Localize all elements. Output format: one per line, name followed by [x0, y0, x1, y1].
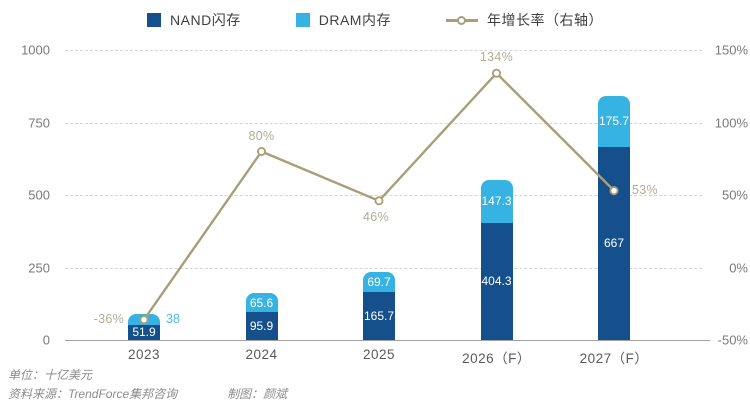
y-axis-left-tick: 1000 [21, 42, 50, 58]
growth-rate-label: 134% [479, 50, 514, 65]
unit-note: 单位：十亿美元 [8, 368, 93, 382]
chart-footer: 单位：十亿美元 资料来源：TrendForce集邦咨询 制图：颜斌 [8, 366, 287, 404]
legend-item-growth: 年增长率（右轴） [445, 10, 603, 30]
line-point-marker [491, 68, 501, 78]
y-axis-right-tick: 0% [729, 260, 748, 275]
x-axis-label: 2025 [362, 347, 396, 362]
dram-value-label: 69.7 [367, 274, 391, 289]
y-axis-left-tick: 750 [28, 115, 50, 130]
growth-rate-label: -36% [93, 312, 124, 327]
x-axis-label: 2026（F） [462, 351, 531, 366]
nand-swatch-icon [147, 13, 162, 27]
x-axis-line [65, 340, 710, 341]
growth-rate-label: 46% [363, 209, 389, 224]
legend-label-nand: NAND闪存 [170, 12, 241, 28]
bar-2025-dram: 69.7 [363, 271, 395, 292]
bar-2027（F）-dram: 175.7 [598, 95, 630, 147]
dram-value-label: 147.3 [481, 194, 512, 209]
nand-value-label: 51.9 [132, 325, 156, 340]
y-axis-right-tick: 150% [714, 42, 748, 58]
y-axis-right-tick: -50% [717, 332, 748, 348]
nand-value-label: 404.3 [481, 274, 512, 289]
dram-value-label: 175.7 [598, 114, 630, 129]
legend-item-nand: NAND闪存 [147, 10, 241, 30]
bar-2023-nand: 51.9 [128, 324, 160, 340]
x-axis-label: 2023 [127, 347, 161, 362]
bar-2027（F）-nand: 667 [598, 146, 630, 340]
nand-value-label: 165.7 [363, 308, 395, 323]
nand-value-label: 95.9 [249, 319, 274, 334]
y-axis-left-tick: 250 [28, 260, 50, 275]
legend-item-dram: DRAM内存 [295, 10, 391, 30]
nand-value-label: 667 [603, 236, 625, 251]
y-axis-left-tick: 500 [28, 187, 50, 203]
line-point-marker [256, 146, 266, 156]
gridline [65, 50, 702, 51]
dram-value-label: 65.6 [249, 295, 274, 310]
line-point-marker [374, 196, 384, 206]
legend-label-growth: 年增长率（右轴） [486, 12, 603, 28]
dram-value-label: 38 [166, 312, 180, 327]
legend-label-dram: DRAM内存 [318, 12, 391, 28]
y-axis-left-tick: 0 [42, 332, 50, 348]
bar-2025-nand: 165.7 [363, 291, 395, 340]
bar-2026（F）-nand: 404.3 [480, 222, 513, 340]
bar-2024-dram: 65.6 [245, 293, 278, 313]
y-axis-right-tick: 100% [714, 115, 748, 130]
dram-swatch-icon [295, 13, 310, 27]
legend: NAND闪存 DRAM内存 年增长率（右轴） [0, 10, 750, 30]
x-axis-label: 2024 [245, 347, 278, 362]
credit-note: 制图：颜斌 [227, 387, 288, 401]
growth-rate-label: 53% [632, 183, 658, 198]
x-axis-label: 2027（F） [579, 351, 649, 366]
y-axis-right-tick: 50% [721, 187, 748, 203]
growth-rate-label: 80% [248, 128, 275, 143]
source-note: 资料来源：TrendForce集邦咨询 [8, 387, 178, 401]
bar-2023-dram [128, 313, 160, 325]
bar-2026（F）-dram: 147.3 [480, 180, 513, 223]
line-marker-icon [445, 13, 478, 27]
bar-2024-nand: 95.9 [245, 312, 278, 340]
